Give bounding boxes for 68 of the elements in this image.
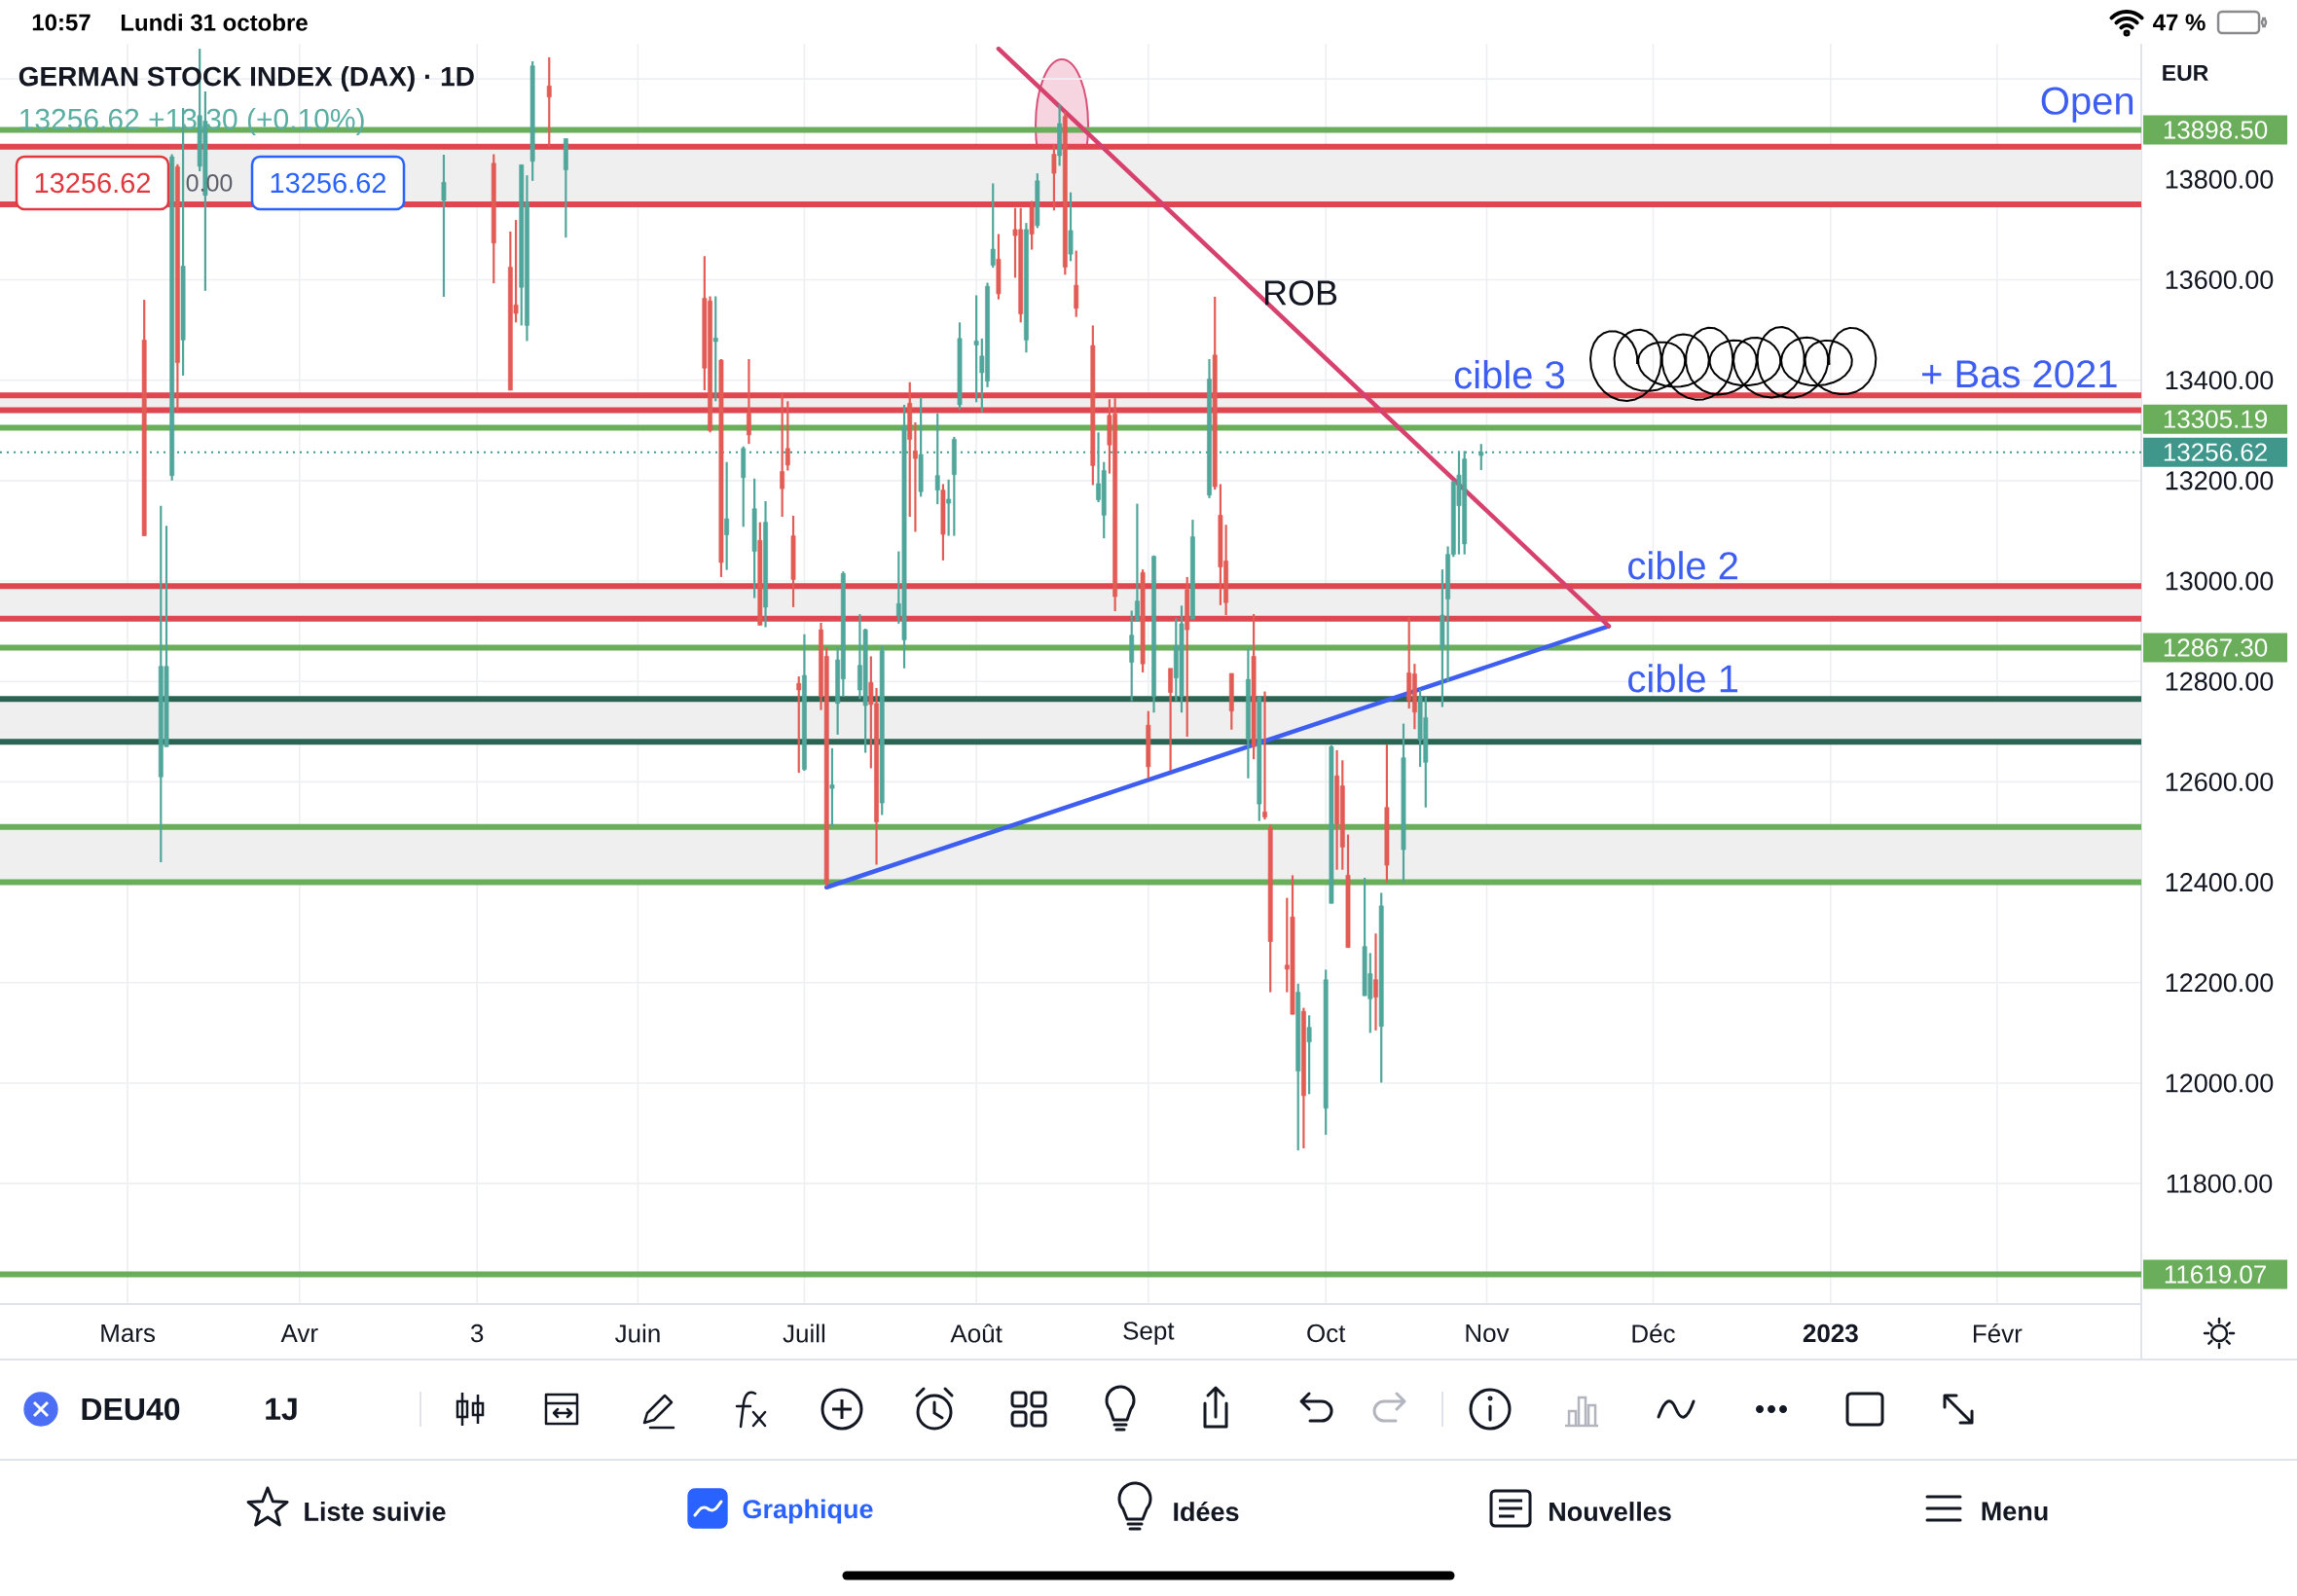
y-tick-label: 13600.00 (2166, 270, 2274, 290)
ref-line-label: 11619.07 (2165, 1265, 2266, 1284)
x-tick-label: 2023 (1803, 1324, 1858, 1343)
candlestick (724, 460, 730, 571)
x-tick-label: Sept (1123, 1322, 1175, 1345)
annotation: 13256.62 (271, 172, 386, 194)
candlestick (973, 294, 979, 404)
y-tick-label: 13400.00 (2166, 371, 2274, 390)
text: 10:57 (32, 14, 91, 31)
band-label: cible 3 (1454, 360, 1565, 389)
annotation: + Bas 2021 (1922, 360, 2117, 388)
band-label: cible 1 (1628, 664, 1738, 693)
candlestick (990, 182, 996, 270)
text: Liste suivie (305, 1502, 446, 1521)
candlestick (1074, 249, 1079, 318)
candlestick (780, 391, 785, 519)
ref-line-label: 13305.19 (2164, 410, 2268, 428)
candlestick (1373, 932, 1378, 1032)
candlestick (546, 55, 552, 148)
text: 1J (266, 1397, 297, 1421)
annotation: ROB (1265, 280, 1337, 306)
text: Menu (1982, 1502, 2048, 1521)
x-tick-label: 3 (470, 1324, 484, 1343)
candlestick (784, 400, 790, 472)
text: Idées (1174, 1502, 1239, 1522)
y-tick-label: 12400.00 (2166, 873, 2274, 892)
x-tick-label: Juin (615, 1324, 660, 1343)
x-tick-label: Juill (783, 1324, 825, 1343)
candlestick (441, 153, 447, 299)
x-tick-label: Avr (280, 1324, 318, 1342)
x-tick-label: Mars (101, 1324, 156, 1343)
candlestick (1306, 1014, 1312, 1096)
y-tick-label: 12200.00 (2166, 973, 2274, 993)
annotation: 13256.62 (35, 172, 151, 194)
x-tick-label: Déc (1632, 1324, 1675, 1343)
candlestick (712, 295, 718, 403)
candlestick (934, 412, 940, 506)
x-tick-label: Août (950, 1324, 1003, 1343)
y-tick-label: 12800.00 (2166, 671, 2274, 691)
text: Lundi 31 octobre (121, 14, 308, 31)
candlestick (829, 746, 835, 828)
y-tick-label: 13000.00 (2166, 571, 2274, 591)
ref-line-label: 13898.50 (2164, 121, 2268, 139)
x-tick-label: Nov (1466, 1324, 1510, 1343)
candlestick (796, 674, 802, 775)
y-tick-label: 13800.00 (2166, 169, 2274, 189)
x-tick-label: Févr (1973, 1324, 2023, 1343)
candlestick (1262, 690, 1267, 821)
text: 47 % (2153, 14, 2206, 31)
y-tick-label: 11800.00 (2167, 1174, 2273, 1193)
y-tick-label: 13200.00 (2166, 471, 2274, 490)
candlestick (946, 478, 952, 537)
candlestick (913, 420, 918, 533)
y-tick-label: 12600.00 (2166, 772, 2274, 791)
text: Nouvelles (1550, 1502, 1671, 1521)
text: Graphique (743, 1499, 873, 1524)
text: DEU40 (82, 1397, 180, 1421)
band-label: cible 2 (1628, 551, 1737, 580)
text: EUR (2163, 64, 2208, 81)
candlestick (1478, 443, 1484, 472)
y-tick-label: 12000.00 (2166, 1073, 2274, 1093)
ref-line-label: 12867.30 (2164, 638, 2268, 657)
candlestick (747, 357, 751, 446)
x-tick-label: Oct (1307, 1324, 1346, 1343)
candlestick (1051, 143, 1057, 212)
candlestick (1135, 502, 1140, 623)
ref-line-label: 13256.62 (2164, 443, 2267, 461)
annotation: Open (2041, 87, 2133, 123)
